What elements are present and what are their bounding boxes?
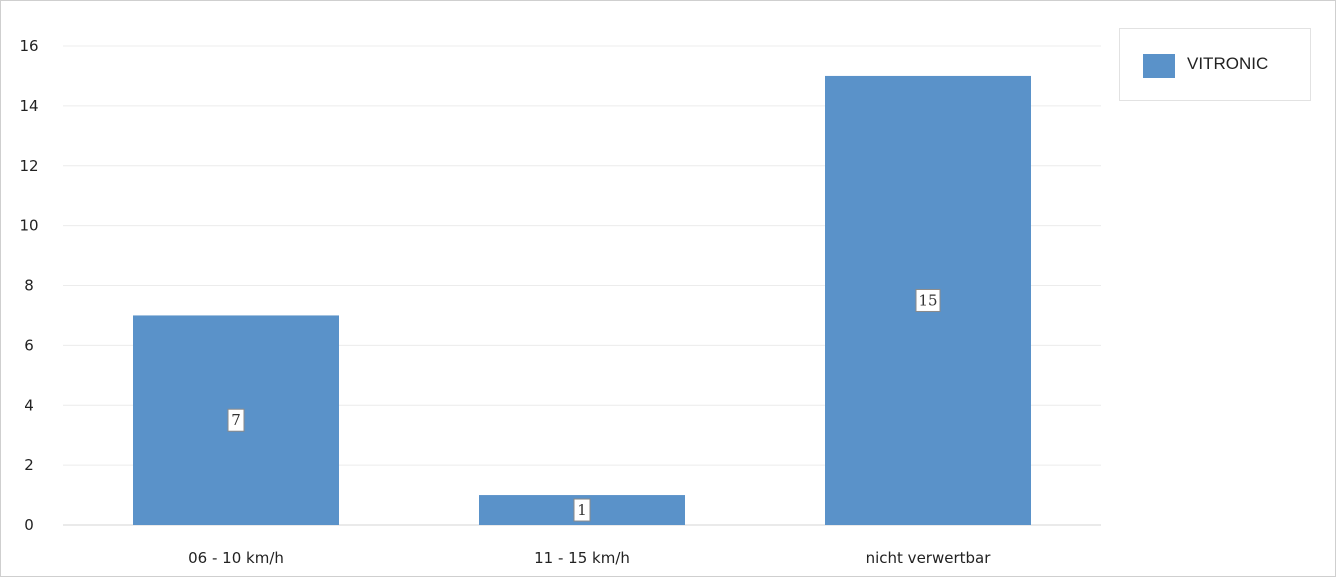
y-tick-label: 4 (24, 396, 34, 414)
x-tick-label: nicht verwertbar (866, 549, 992, 567)
y-tick-label: 2 (24, 456, 34, 474)
legend-label: VITRONIC (1187, 54, 1269, 73)
legend: VITRONIC (1119, 28, 1311, 101)
data-label-box (915, 288, 941, 312)
data-label: 7 (231, 411, 241, 429)
data-label-box (573, 498, 591, 522)
data-label-box (227, 408, 245, 432)
y-tick-label: 8 (24, 277, 34, 295)
data-label: 15 (918, 291, 937, 309)
x-tick-label: 11 - 15 km/h (534, 549, 630, 567)
y-tick-label: 6 (24, 336, 34, 354)
legend-swatch (1143, 54, 1175, 78)
y-tick-label: 10 (19, 217, 38, 235)
data-label: 1 (577, 501, 587, 519)
y-tick-label: 12 (19, 157, 38, 175)
data-labels: 7 1 15 (227, 288, 941, 522)
bars (133, 75, 1031, 525)
y-tick-labels: 0 2 4 6 8 10 12 14 16 (19, 37, 38, 534)
x-tick-label: 06 - 10 km/h (188, 549, 284, 567)
x-tick-labels: 06 - 10 km/h 11 - 15 km/h nicht verwertbar (188, 549, 991, 567)
y-tick-label: 0 (24, 516, 34, 534)
y-tick-label: 14 (19, 97, 38, 115)
y-tick-label: 16 (19, 37, 38, 55)
